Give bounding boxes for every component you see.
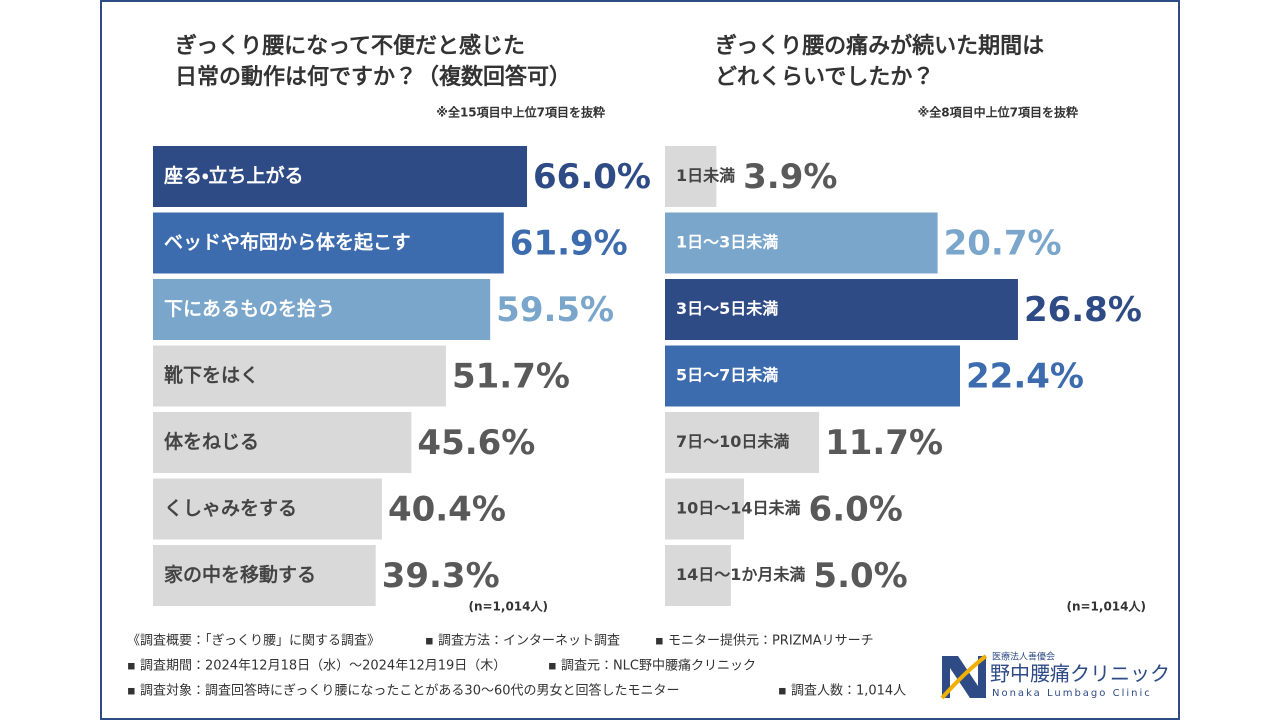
category-label: 5日～7日未満 (676, 366, 778, 385)
logo: 医療法人善優会 野中腰痛クリニック Nonaka Lumbago Clinic (940, 651, 1170, 700)
value-label: 40.4% (388, 490, 506, 530)
footer-text: ▪ モニター提供元：PRIZMAリサーチ (655, 633, 874, 649)
category-label: くしゃみをする (164, 498, 297, 520)
chart-title: ぎっくり腰になって不便だと感じた (175, 33, 525, 59)
footer-text: ▪ 調査期間：2024年12月18日（水）～2024年12月19日（木） (127, 659, 506, 674)
value-label: 45.6% (417, 423, 535, 463)
value-label: 66.0% (533, 157, 651, 197)
value-label: 61.9% (510, 224, 628, 264)
bar (153, 478, 382, 540)
value-label: 11.7% (825, 423, 943, 463)
category-label: 14日～1か月未満 (676, 565, 805, 584)
value-label: 3.9% (743, 157, 837, 197)
bar (153, 212, 504, 274)
bar (665, 545, 731, 606)
footer-text: ▪ 調査人数：1,014人 (778, 684, 906, 699)
category-label: ベッドや布団から体を起こす (164, 231, 411, 254)
category-label: 3日～5日未満 (676, 299, 778, 318)
value-label: 20.7% (944, 224, 1062, 264)
footer-text: ▪ 調査方法：インターネット調査 (425, 633, 620, 649)
sample-size: (n=1,014人) (1066, 600, 1146, 614)
category-label: 7日～10日未満 (676, 432, 789, 451)
category-label: 10日～14日未満 (676, 499, 801, 518)
footer-text: ▪ 調査元：NLC野中腰痛クリニック (548, 658, 756, 674)
category-label: 1日～3日未満 (676, 233, 778, 252)
chart-note: ※全8項目中上位7項目を抜粋 (918, 105, 1078, 120)
bar (665, 279, 1018, 340)
sample-size: (n=1,014人) (468, 600, 548, 614)
chart-note: ※全15項目中上位7項目を抜粋 (436, 105, 605, 120)
footer-text: 《調査概要：「ぎっくり腰」に関する調査》 (127, 634, 380, 649)
bar (153, 279, 491, 340)
category-label: 家の中を移動する (164, 563, 316, 586)
category-label: 1日未満 (676, 166, 735, 185)
chart-title: 日常の動作は何ですか？（複数回答可） (175, 64, 571, 90)
bar (665, 345, 961, 407)
bar (665, 478, 745, 540)
bar (153, 345, 446, 407)
category-label: 座る・立ち上がる (164, 164, 303, 187)
value-label: 26.8% (1024, 290, 1142, 330)
bar (153, 412, 412, 473)
value-label: 6.0% (809, 490, 903, 530)
chart-title: どれくらいでしたか？ (715, 65, 934, 90)
category-label: 体をねじる (164, 430, 259, 453)
value-label: 51.7% (452, 357, 570, 397)
logo-accent (940, 654, 988, 700)
chart-title: ぎっくり腰の痛みが続いた期間は (715, 33, 1044, 59)
value-label: 59.5% (496, 290, 614, 330)
bar (153, 545, 376, 606)
bar (665, 212, 938, 274)
value-label: 22.4% (966, 357, 1084, 397)
logo-roman: Nonaka Lumbago Clinic (992, 688, 1152, 699)
footer-text: ▪ 調査対象：調査回答時にぎっくり腰になったことがある30～60代の男女と回答し… (127, 683, 680, 699)
value-label: 5.0% (813, 556, 907, 596)
category-label: 靴下をはく (164, 364, 259, 387)
category-label: 下にあるものを拾う (164, 298, 335, 320)
bar (665, 146, 717, 207)
value-label: 39.3% (382, 556, 500, 596)
logo-org: 医療法人善優会 (992, 651, 1055, 663)
logo-name: 野中腰痛クリニック (990, 662, 1170, 686)
bar (665, 412, 820, 473)
bar (153, 146, 528, 207)
